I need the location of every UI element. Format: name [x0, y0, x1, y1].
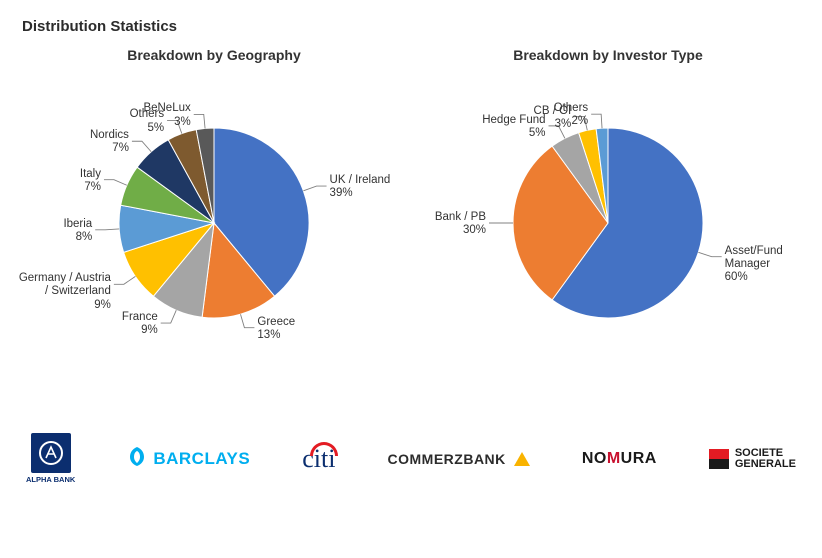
barclays-text: BARCLAYS [153, 449, 250, 469]
logo-nomura: NOMURA [582, 450, 657, 468]
chart-investor-title: Breakdown by Investor Type [513, 47, 703, 63]
alpha-bank-caption: ALPHA BANK [26, 475, 75, 484]
nomura-text: NOMURA [582, 450, 657, 468]
chart-investor: Breakdown by Investor Type Asset/FundMan… [416, 47, 800, 373]
pie-geography: UK / Ireland39%Greece13%France9%Germany … [24, 73, 404, 373]
socgen-icon [709, 449, 729, 469]
chart-geography: Breakdown by Geography UK / Ireland39%Gr… [22, 47, 406, 373]
commerzbank-text: COMMERZBANK [388, 451, 506, 467]
barclays-icon [127, 445, 147, 472]
logo-row: ALPHA BANK BARCLAYS citi COMMERZBANK NOM… [22, 433, 800, 484]
alpha-bank-icon [31, 433, 71, 473]
chart-geography-title: Breakdown by Geography [127, 47, 300, 63]
logo-commerzbank: COMMERZBANK [388, 451, 530, 467]
logo-citi: citi [302, 444, 335, 474]
charts-row: Breakdown by Geography UK / Ireland39%Gr… [22, 47, 800, 373]
logo-alpha-bank: ALPHA BANK [26, 433, 75, 484]
logo-barclays: BARCLAYS [127, 445, 250, 472]
pie-investor: Asset/FundManager60%Bank / PB30%Hedge Fu… [418, 73, 798, 373]
socgen-text: SOCIETEGENERALE [735, 448, 796, 470]
commerzbank-icon [514, 452, 530, 466]
logo-societe-generale: SOCIETEGENERALE [709, 448, 796, 470]
citi-text: citi [302, 444, 335, 474]
page-title: Distribution Statistics [22, 18, 800, 35]
